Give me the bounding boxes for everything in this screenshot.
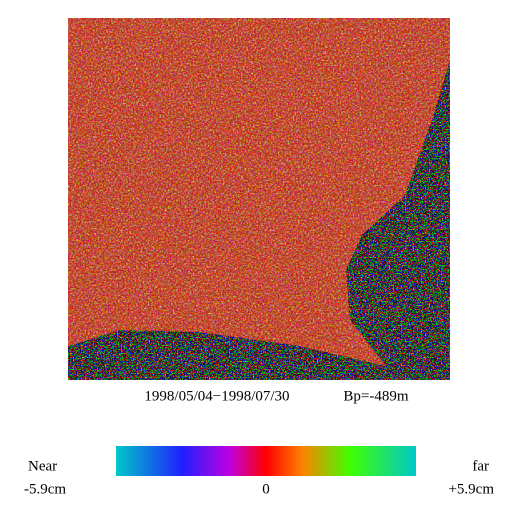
interferogram — [68, 18, 450, 380]
date-range: 1998/05/04−1998/07/30 — [144, 388, 289, 404]
colorbar-right-value: +5.9cm — [448, 481, 494, 497]
colorbar — [116, 446, 416, 476]
colorbar-left-value: -5.9cm — [24, 481, 66, 497]
colorbar-center-value: 0 — [262, 481, 270, 497]
baseline: Bp=-489m — [343, 388, 408, 404]
land — [68, 18, 450, 366]
colorbar-left-label: Near — [28, 458, 57, 474]
colorbar-right-label: far — [472, 458, 489, 474]
